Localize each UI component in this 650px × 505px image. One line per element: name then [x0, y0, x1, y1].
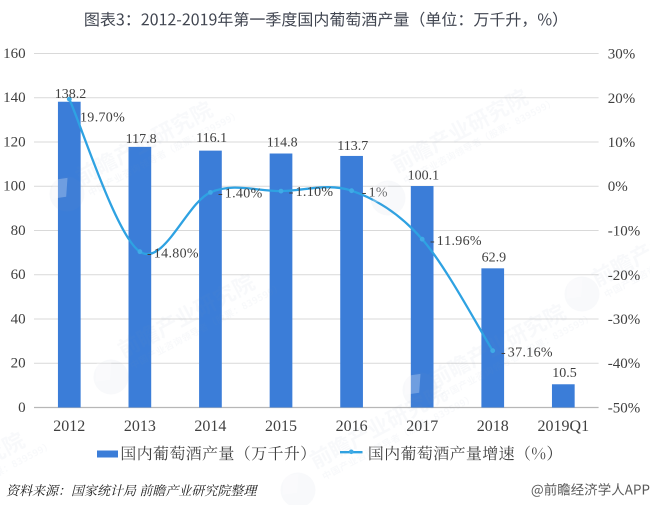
svg-text:2012: 2012	[53, 418, 85, 435]
svg-text:0: 0	[18, 400, 26, 416]
svg-text:-10%: -10%	[608, 224, 641, 240]
svg-text:113.7: 113.7	[337, 139, 368, 154]
svg-text:2013: 2013	[124, 418, 156, 435]
svg-text:10%: 10%	[608, 135, 636, 151]
svg-text:20: 20	[11, 356, 26, 372]
svg-text:140: 140	[3, 90, 26, 106]
svg-text:62.9: 62.9	[482, 250, 507, 265]
svg-text:160: 160	[3, 46, 26, 62]
svg-text:19.70%: 19.70%	[80, 110, 125, 125]
svg-text:138.2: 138.2	[55, 87, 87, 102]
svg-text:80: 80	[11, 223, 26, 239]
svg-text:-11.96%: -11.96%	[430, 234, 482, 249]
svg-text:100: 100	[3, 179, 26, 195]
svg-text:2014: 2014	[194, 418, 226, 435]
svg-text:-40%: -40%	[608, 356, 641, 372]
svg-text:10.5: 10.5	[552, 366, 577, 381]
svg-text:2019Q1: 2019Q1	[538, 418, 590, 435]
svg-text:2016: 2016	[336, 418, 368, 435]
svg-text:0%: 0%	[608, 179, 628, 195]
svg-text:-1.10%: -1.10%	[289, 185, 334, 200]
svg-text:114.8: 114.8	[267, 136, 298, 151]
svg-text:60: 60	[11, 267, 26, 283]
svg-text:2018: 2018	[477, 418, 509, 435]
svg-text:-14.80%: -14.80%	[147, 246, 199, 261]
svg-text:116.1: 116.1	[196, 131, 227, 146]
svg-text:120: 120	[3, 134, 26, 150]
svg-text:2015: 2015	[265, 418, 297, 435]
svg-text:40: 40	[11, 311, 26, 327]
svg-text:30%: 30%	[608, 47, 636, 63]
svg-text:-50%: -50%	[608, 401, 641, 417]
svg-text:-1.40%: -1.40%	[218, 187, 263, 202]
svg-text:-30%: -30%	[608, 312, 641, 328]
svg-text:20%: 20%	[608, 91, 636, 107]
